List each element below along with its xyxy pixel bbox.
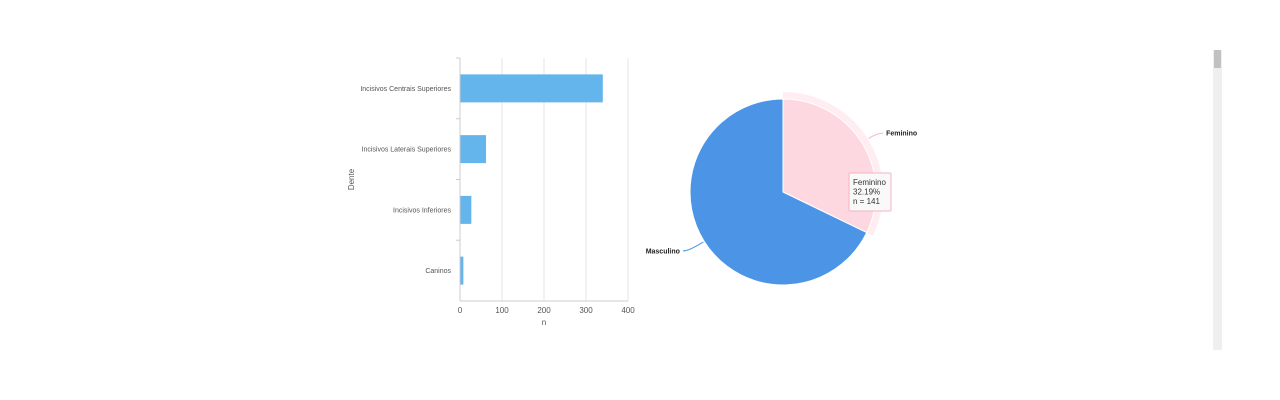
tooltip-box: [848, 172, 892, 212]
x-tick-label: 100: [495, 306, 509, 315]
x-tick-label: 400: [621, 306, 635, 315]
pie-slice-label: Feminino: [886, 131, 917, 138]
tooltip-count: n = 141: [853, 197, 880, 206]
pie-slice-label: Masculino: [646, 248, 680, 255]
bar-x-ticks: 0 100 200 300 400: [458, 306, 635, 315]
tooltip-percent: 32.19%: [853, 188, 880, 197]
connector-line: [868, 132, 884, 139]
pie-slice[interactable]: [689, 98, 868, 286]
x-axis-title: n: [542, 318, 546, 327]
pie-tooltip: Feminino 32.19% n = 141: [848, 172, 892, 212]
scrollbar-thumb[interactable]: [1214, 50, 1221, 68]
pie-chart: Feminino Masculino Feminino 32.19% n = 14…: [646, 92, 918, 286]
bar[interactable]: [460, 74, 603, 103]
bar-category-labels: Incisivos Centrais Superiores Incisivos L…: [360, 57, 460, 275]
x-tick-label: 0: [458, 306, 463, 315]
bar[interactable]: [460, 135, 487, 164]
connector-line: [682, 241, 704, 252]
bar[interactable]: [460, 256, 464, 285]
y-category-label: Incisivos Laterais Superiores: [362, 147, 452, 154]
bar-chart: 0 100 200 300 400 Incisivos Centrais Superio…: [347, 57, 635, 327]
pie-slice-labels: Feminino Masculino: [646, 131, 918, 256]
x-tick-label: 200: [537, 306, 551, 315]
bar[interactable]: [460, 195, 472, 224]
vertical-scrollbar[interactable]: [1213, 50, 1222, 350]
bar-bars: [460, 74, 603, 285]
y-category-label: Caninos: [425, 268, 451, 275]
y-category-label: Incisivos Centrais Superiores: [360, 86, 451, 93]
x-tick-label: 300: [579, 306, 593, 315]
y-category-label: Incisivos Inferiores: [393, 207, 451, 214]
tooltip-label: Feminino: [853, 178, 886, 187]
y-axis-title: Dente: [347, 168, 356, 190]
